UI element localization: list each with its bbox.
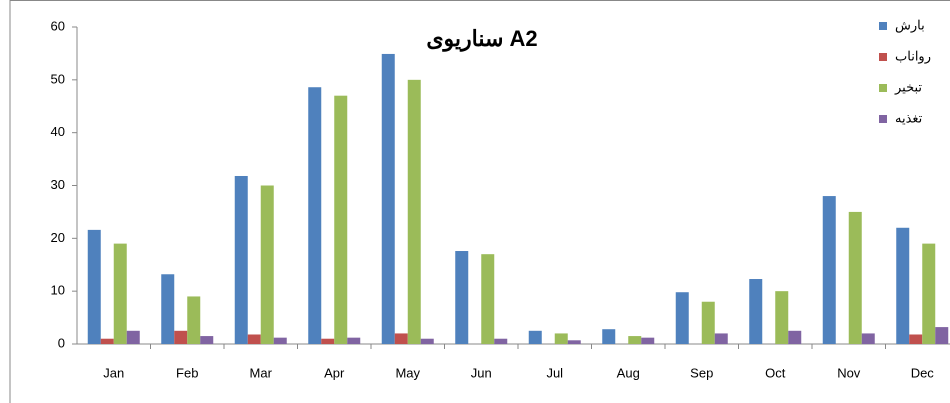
bar <box>161 274 175 344</box>
x-tick-label: Sep <box>690 365 713 380</box>
bar <box>347 337 361 344</box>
x-tick-label: Oct <box>765 365 786 380</box>
y-tick-label: 60 <box>51 18 65 33</box>
bar <box>602 329 616 344</box>
bar <box>861 333 875 344</box>
bar <box>822 196 836 344</box>
bar <box>567 340 581 344</box>
bar <box>788 330 802 344</box>
legend-swatch <box>879 84 887 92</box>
bar <box>247 334 261 344</box>
legend-swatch <box>879 22 887 30</box>
bar <box>775 291 789 344</box>
legend-swatch <box>879 53 887 61</box>
bar <box>749 279 763 344</box>
bar <box>187 296 201 344</box>
bar <box>407 79 421 344</box>
bar <box>334 95 348 344</box>
y-tick-label: 40 <box>51 124 65 139</box>
bar <box>909 334 923 344</box>
bar <box>675 292 689 344</box>
bar <box>896 227 910 344</box>
x-tick-label: Nov <box>837 365 861 380</box>
bar <box>394 333 408 344</box>
bar <box>273 337 287 344</box>
bar <box>494 338 508 344</box>
x-tick-label: Apr <box>324 365 345 380</box>
y-tick-label: 0 <box>58 335 65 350</box>
bar <box>714 333 728 344</box>
bar <box>848 211 862 344</box>
bar <box>935 327 949 344</box>
bar <box>481 254 495 344</box>
x-tick-label: May <box>395 365 420 380</box>
bar <box>554 333 568 344</box>
legend-label: رواناب <box>895 48 931 64</box>
y-tick-label: 10 <box>51 283 65 298</box>
bar <box>126 330 140 344</box>
x-tick-label: Jul <box>546 365 563 380</box>
legend-label: تبخیر <box>894 79 922 95</box>
bar <box>234 175 248 344</box>
bar <box>701 301 715 344</box>
legend-swatch <box>879 115 887 123</box>
legend-label: تغذیه <box>895 110 923 125</box>
x-tick-label: Aug <box>617 365 640 380</box>
y-tick-label: 50 <box>51 71 65 86</box>
bar <box>641 337 655 344</box>
bar <box>381 53 395 344</box>
bar <box>200 336 214 344</box>
bar <box>455 251 469 344</box>
bar <box>321 338 335 344</box>
bar <box>87 229 101 344</box>
bar <box>174 330 188 344</box>
bar <box>100 338 114 344</box>
chart-title: سناریوی A2 <box>426 26 537 52</box>
x-tick-label: Jun <box>471 365 492 380</box>
x-tick-label: Dec <box>911 365 935 380</box>
bar <box>260 185 274 344</box>
x-tick-label: Mar <box>250 365 273 380</box>
legend-label: بارش <box>895 17 925 33</box>
bar <box>308 87 322 344</box>
bar <box>628 336 642 344</box>
y-tick-label: 30 <box>51 177 65 192</box>
bar <box>113 243 127 344</box>
y-tick-label: 20 <box>51 230 65 245</box>
x-tick-label: Feb <box>176 365 198 380</box>
bar <box>922 243 936 344</box>
bar <box>420 338 434 344</box>
x-tick-label: Jan <box>103 365 124 380</box>
bar <box>528 330 542 344</box>
